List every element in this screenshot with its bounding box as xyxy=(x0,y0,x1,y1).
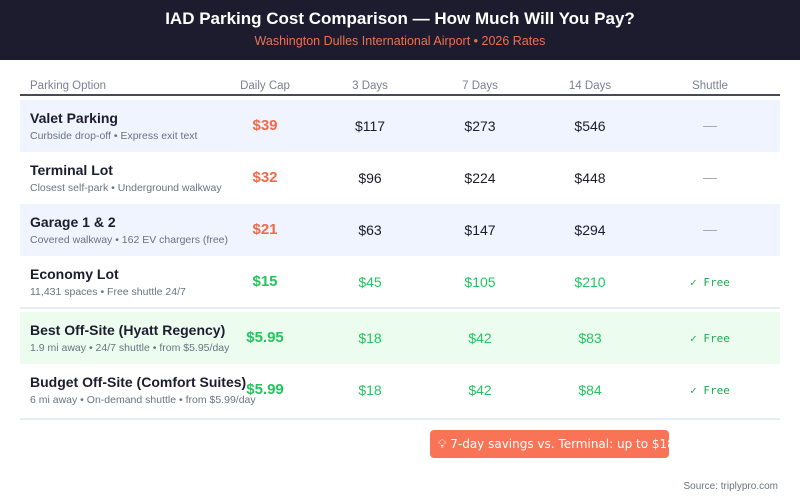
daily-cap: $39 xyxy=(252,117,278,134)
cost-14-days: $84 xyxy=(578,382,602,398)
table-header: Parking Option Daily Cap 3 Days 7 Days 1… xyxy=(20,78,780,96)
col-7-days: 7 Days xyxy=(462,80,498,92)
option-desc: 11,431 spaces • Free shuttle 24/7 xyxy=(30,286,186,298)
col-3-days: 3 Days xyxy=(352,80,388,92)
daily-cap: $5.99 xyxy=(246,381,284,398)
daily-cap: $21 xyxy=(252,221,278,238)
daily-cap: $15 xyxy=(252,273,278,290)
option-desc: 6 mi away • On-demand shuttle • from $5.… xyxy=(30,394,256,406)
divider xyxy=(20,418,780,420)
option-name: Terminal Lot xyxy=(30,162,113,178)
cost-14-days: $294 xyxy=(574,222,606,238)
col-14-days: 14 Days xyxy=(568,80,612,92)
cost-14-days: $546 xyxy=(574,118,606,134)
table-row: Terminal Lot Closest self-park • Undergr… xyxy=(20,152,780,204)
col-daily-cap: Daily Cap xyxy=(240,80,290,92)
header: IAD Parking Cost Comparison — How Much W… xyxy=(0,0,800,60)
cost-7-days: $147 xyxy=(464,222,496,238)
shuttle-status: ✓ Free xyxy=(690,332,730,345)
col-parking-option: Parking Option xyxy=(30,80,107,92)
table-row: Valet Parking Curbside drop-off • Expres… xyxy=(20,100,780,152)
col-shuttle: Shuttle xyxy=(692,80,728,92)
lightbulb-icon: 💡︎ xyxy=(438,437,447,451)
cost-14-days: $448 xyxy=(574,170,606,186)
divider xyxy=(20,307,780,309)
table-row: Budget Off-Site (Comfort Suites) 6 mi aw… xyxy=(20,364,780,416)
cost-7-days: $42 xyxy=(468,382,492,398)
page-subtitle: Washington Dulles International Airport … xyxy=(254,34,546,48)
cost-7-days: $224 xyxy=(464,170,496,186)
option-name: Best Off-Site (Hyatt Regency) xyxy=(30,322,226,338)
option-name: Valet Parking xyxy=(30,110,118,126)
savings-badge: 💡︎ 7-day savings vs. Terminal: up to $18… xyxy=(430,430,682,458)
option-desc: Closest self-park • Underground walkway xyxy=(30,182,222,194)
option-desc: Covered walkway • 162 EV chargers (free) xyxy=(30,234,229,246)
cost-14-days: $210 xyxy=(574,274,606,290)
table-row: Economy Lot 11,431 spaces • Free shuttle… xyxy=(20,256,780,308)
shuttle-status: ✓ Free xyxy=(690,384,730,397)
cost-7-days: $273 xyxy=(464,118,496,134)
source-note: Source: triplypro.com xyxy=(683,481,778,492)
page-title: IAD Parking Cost Comparison — How Much W… xyxy=(165,9,635,28)
cost-7-days: $105 xyxy=(464,274,496,290)
cost-3-days: $18 xyxy=(358,330,382,346)
cost-3-days: $18 xyxy=(358,382,382,398)
daily-cap: $5.95 xyxy=(246,329,284,346)
table-row: Best Off-Site (Hyatt Regency) 1.9 mi awa… xyxy=(20,312,780,364)
shuttle-status: ✓ Free xyxy=(690,276,730,289)
option-desc: 1.9 mi away • 24/7 shuttle • from $5.95/… xyxy=(30,342,230,354)
cost-3-days: $63 xyxy=(358,222,382,238)
option-name: Economy Lot xyxy=(30,266,119,282)
cost-3-days: $117 xyxy=(354,118,386,134)
option-name: Garage 1 & 2 xyxy=(30,214,116,230)
cost-14-days: $83 xyxy=(578,330,602,346)
savings-text: 7-day savings vs. Terminal: up to $182 xyxy=(450,437,683,451)
option-name: Budget Off-Site (Comfort Suites) xyxy=(30,374,247,390)
daily-cap: $32 xyxy=(252,169,278,186)
option-desc: Curbside drop-off • Express exit text xyxy=(30,130,198,142)
shuttle-status: — xyxy=(703,117,717,133)
shuttle-status: — xyxy=(703,221,717,237)
shuttle-status: — xyxy=(703,169,717,185)
cost-3-days: $96 xyxy=(358,170,382,186)
table-row: Garage 1 & 2 Covered walkway • 162 EV ch… xyxy=(20,204,780,256)
cost-3-days: $45 xyxy=(358,274,382,290)
cost-7-days: $42 xyxy=(468,330,492,346)
